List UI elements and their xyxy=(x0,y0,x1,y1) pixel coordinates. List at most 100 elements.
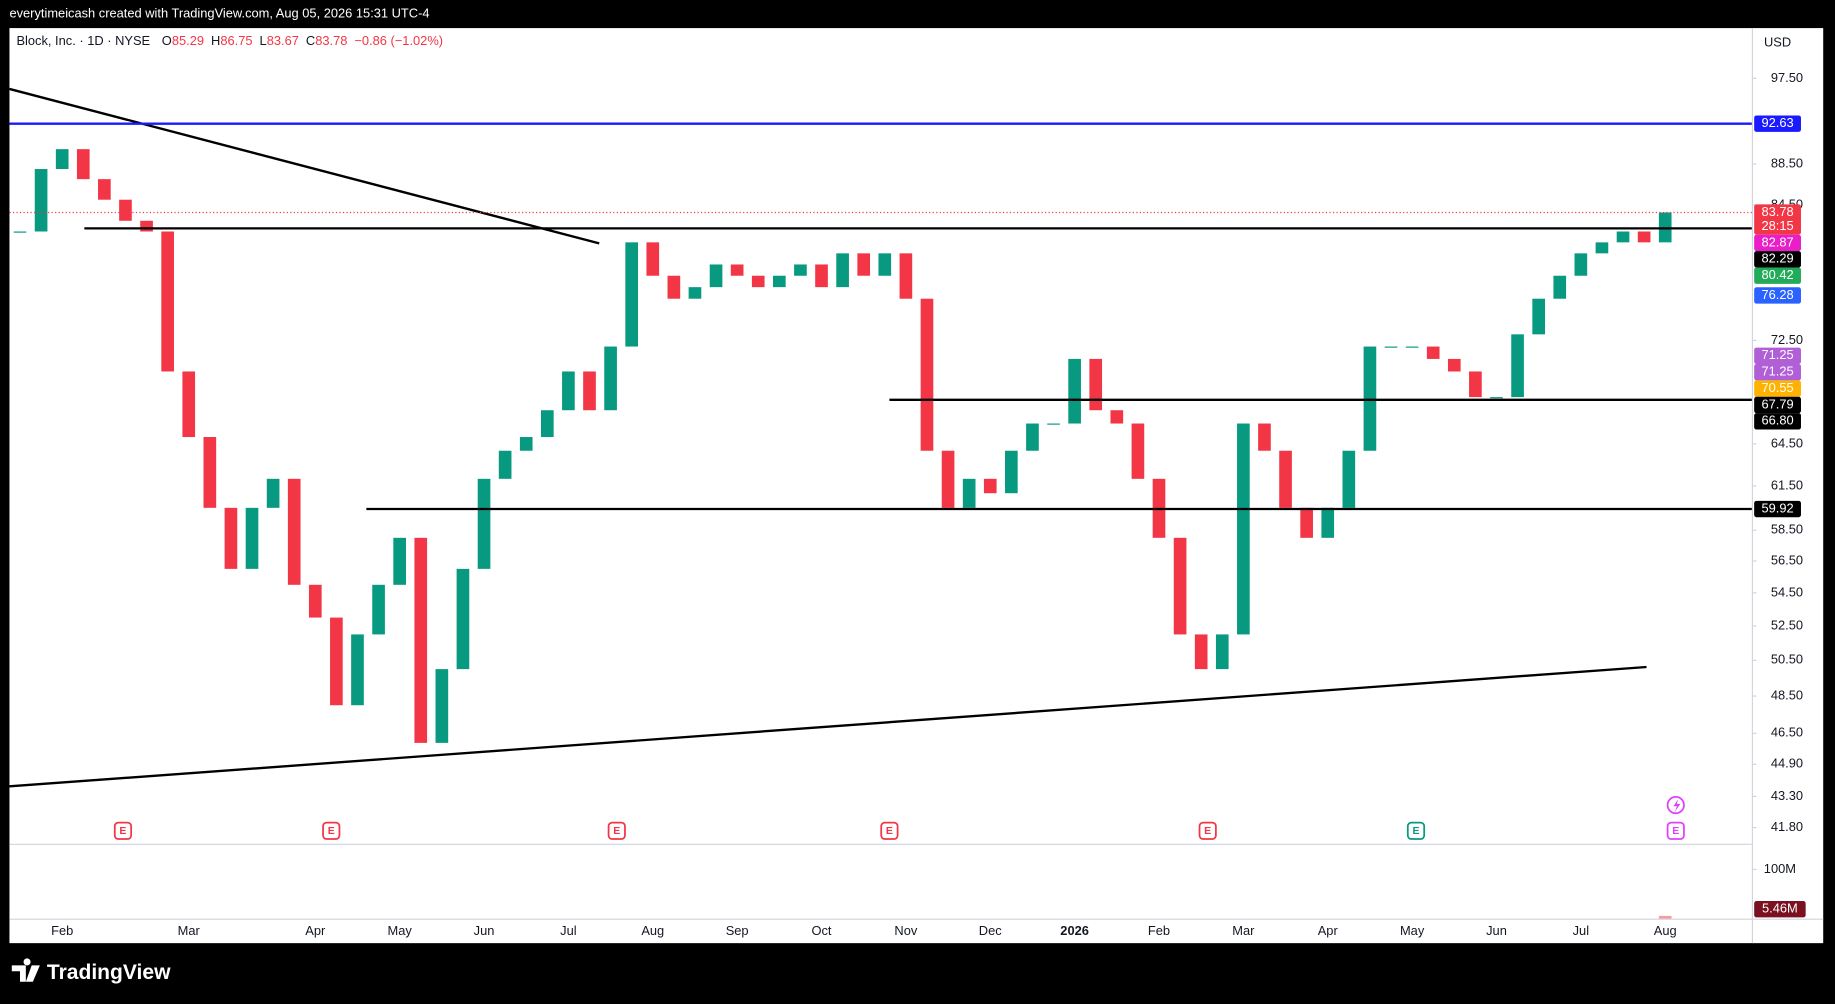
earnings-icon xyxy=(1406,821,1426,840)
candle xyxy=(76,149,90,180)
y-tick-label: 97.50 xyxy=(1771,70,1803,85)
legend-item: 83.67 xyxy=(267,34,299,49)
price-tag xyxy=(1754,380,1801,397)
earnings-icon xyxy=(1666,821,1685,840)
price-tag-label: 70.55 xyxy=(1761,380,1793,395)
price-tag-label: 83.78 xyxy=(1761,204,1793,219)
price-tag-label: 67.79 xyxy=(1761,396,1793,411)
candle xyxy=(1110,410,1124,424)
volume-tag xyxy=(1754,901,1806,918)
candle xyxy=(751,275,765,288)
y-tick-label: 58.50 xyxy=(1771,522,1803,537)
y-tick-label: 43.30 xyxy=(1771,788,1803,803)
candle xyxy=(498,450,512,479)
candle xyxy=(1363,346,1377,451)
candle xyxy=(1005,450,1018,494)
candle xyxy=(182,371,196,438)
trendline xyxy=(9,665,1647,788)
candle xyxy=(351,634,364,706)
price-tag-label: 82.29 xyxy=(1761,251,1793,266)
candle xyxy=(308,584,322,618)
price-tag xyxy=(1754,364,1801,381)
candle xyxy=(477,478,491,569)
x-tick-label: Oct xyxy=(812,923,832,938)
dividend-bolt xyxy=(1673,799,1681,813)
earnings-label: E xyxy=(328,825,335,837)
price-tag-label: 71.25 xyxy=(1761,347,1793,362)
y-tick-label: 52.50 xyxy=(1771,617,1803,632)
y-tick-label: 46.50 xyxy=(1771,725,1803,740)
x-tick-label: Sep xyxy=(726,923,749,938)
x-tick-label: Mar xyxy=(1232,923,1255,938)
candle xyxy=(983,478,997,494)
candle xyxy=(55,149,69,170)
price-tag xyxy=(1754,287,1801,304)
x-tick-label: Feb xyxy=(1148,923,1170,938)
candle xyxy=(646,242,660,276)
y-tick-label: 54.50 xyxy=(1771,584,1803,599)
candle xyxy=(393,537,406,585)
y-tick-label: 88.50 xyxy=(1771,155,1803,170)
price-tag-label: 80.42 xyxy=(1761,267,1793,282)
y-tick-label: 61.50 xyxy=(1771,477,1803,492)
volume-bar xyxy=(1658,915,1672,919)
price-tag xyxy=(1754,251,1801,268)
price-tag xyxy=(1754,234,1801,252)
logo-icon xyxy=(11,958,40,982)
x-tick-label: Apr xyxy=(1318,923,1339,938)
candle xyxy=(1426,346,1440,359)
candle xyxy=(330,617,343,706)
earnings-icon xyxy=(607,821,626,840)
candle xyxy=(1258,423,1271,451)
candle xyxy=(625,242,639,347)
candle xyxy=(962,478,976,508)
candle xyxy=(1342,450,1356,508)
y-tick-label: 48.50 xyxy=(1771,687,1803,702)
earnings-label: E xyxy=(613,825,620,837)
candle xyxy=(899,253,913,299)
price-tag xyxy=(1754,396,1801,414)
volume-tick-label: 100M xyxy=(1764,861,1796,876)
candle xyxy=(583,371,596,411)
candle xyxy=(245,507,259,569)
candle xyxy=(1194,634,1208,670)
earnings-label: E xyxy=(1412,825,1419,837)
candle xyxy=(1131,423,1145,479)
candle xyxy=(815,264,828,288)
price-tag-label: 92.63 xyxy=(1761,115,1793,130)
candle xyxy=(709,264,723,288)
x-tick-label: May xyxy=(388,923,413,938)
candle xyxy=(140,220,153,232)
x-tick-label: 2026 xyxy=(1060,923,1089,938)
legend-item: −0.86 (−1.02%) xyxy=(354,34,443,49)
x-tick-label: Mar xyxy=(178,923,201,938)
legend-item: 83.78 xyxy=(315,34,347,49)
volume-tag-label: 5.46M xyxy=(1762,901,1798,916)
candle xyxy=(540,410,554,438)
candle xyxy=(1447,358,1461,372)
price-tag-label: 66.80 xyxy=(1761,413,1793,428)
candle xyxy=(1237,423,1250,635)
earnings-label: E xyxy=(1204,825,1211,837)
candle xyxy=(1047,423,1060,425)
brand: TradingView xyxy=(47,961,171,984)
x-tick-label: Jul xyxy=(1573,923,1589,938)
candle xyxy=(1574,253,1588,276)
candle xyxy=(1089,358,1103,411)
candle xyxy=(119,199,132,221)
candle xyxy=(773,275,786,288)
candle xyxy=(688,287,702,299)
candle xyxy=(435,669,449,743)
legend-item: L xyxy=(260,34,267,49)
currency: USD xyxy=(1764,35,1791,50)
candle xyxy=(794,264,807,276)
legend-item: 85.29 xyxy=(172,34,204,49)
x-tick-label: May xyxy=(1400,923,1425,938)
price-tag xyxy=(1754,115,1801,132)
candle xyxy=(667,275,681,299)
price-tag-label: 59.92 xyxy=(1761,500,1793,515)
candle xyxy=(1637,231,1651,243)
y-tick-label: 50.50 xyxy=(1771,652,1803,667)
candle xyxy=(1616,231,1630,243)
